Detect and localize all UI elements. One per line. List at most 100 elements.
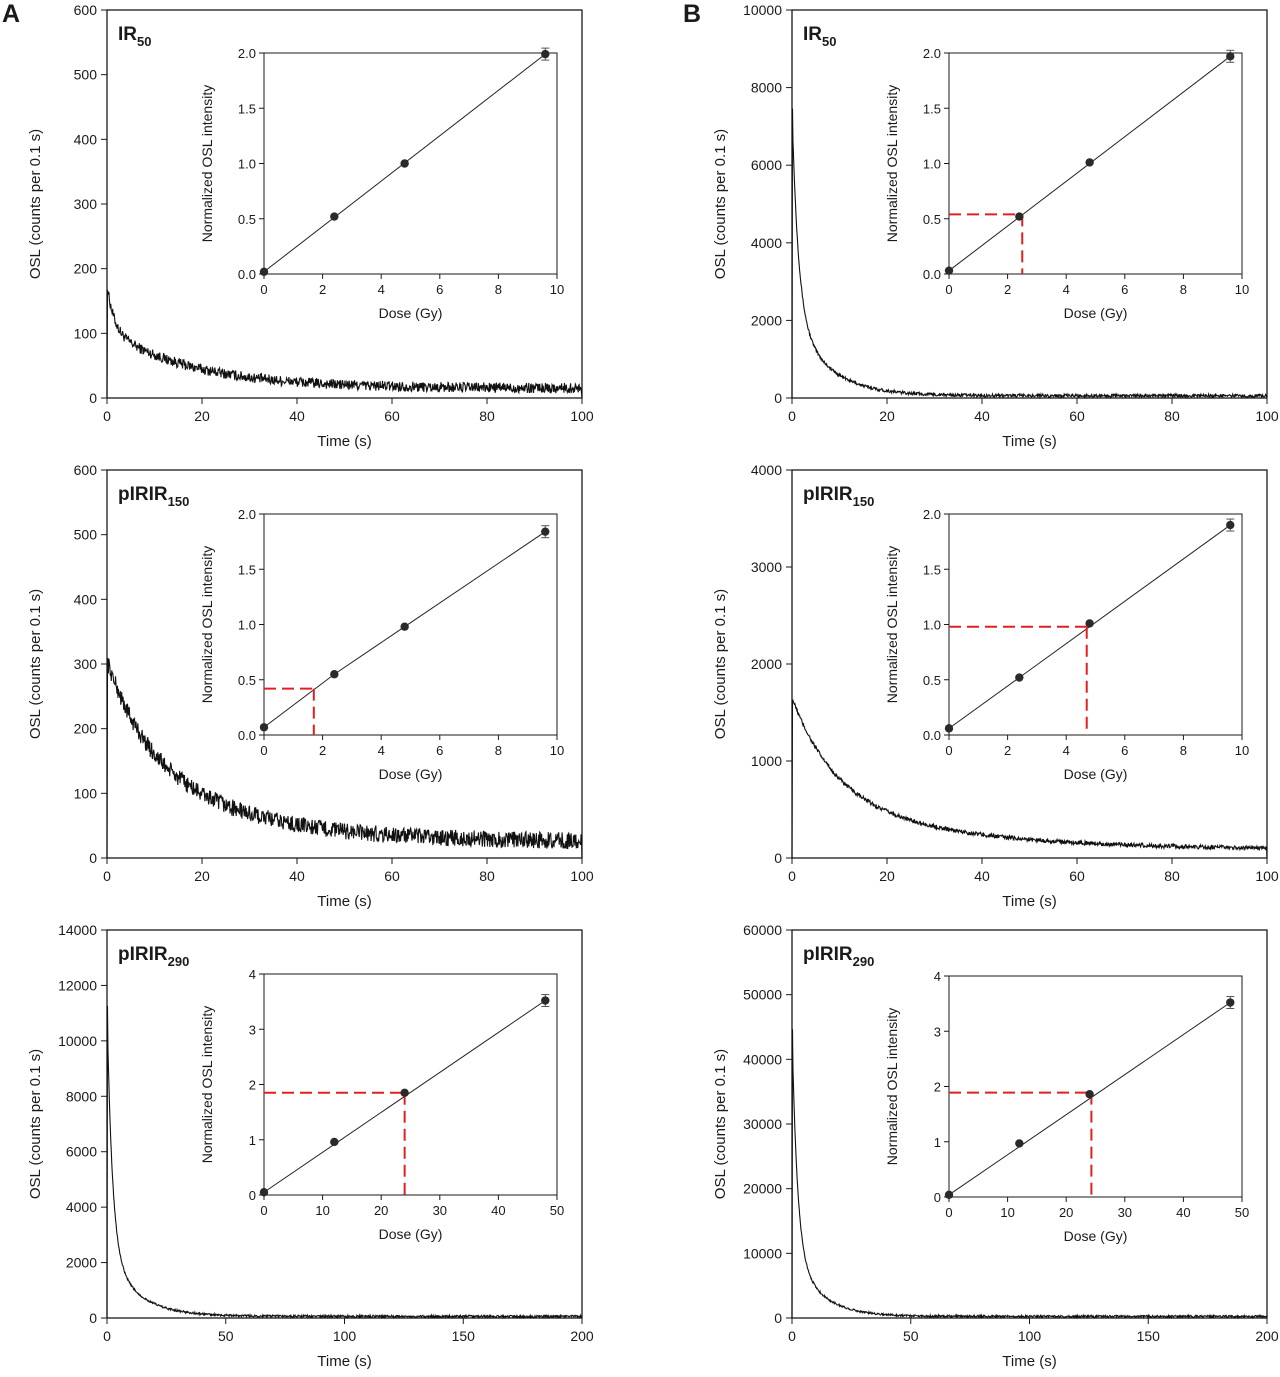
inset-y-axis-label: Normalized OSL intensity	[884, 85, 900, 242]
dose-response-inset: 0 2 4 6 8 10 0.0 0.5 1.0 1.5 2.0 Dose (Gy) Normalize…	[199, 46, 564, 328]
inset-x-tick-label: 2	[319, 282, 326, 297]
y-tick-label: 6000	[751, 157, 782, 173]
signal-title-subscript: 150	[853, 494, 875, 509]
inset-y-tick-label: 3	[934, 1024, 941, 1039]
x-tick-label: 60	[1069, 868, 1085, 884]
signal-title-subscript: 290	[853, 954, 875, 969]
y-tick-label: 1000	[751, 753, 782, 769]
y-tick-label: 0	[774, 850, 782, 866]
inset-y-tick-label: 1.5	[238, 562, 256, 577]
signal-title-main: pIRIR	[803, 484, 853, 505]
inset-y-tick-label: 1.5	[923, 562, 941, 577]
x-tick-label: 20	[879, 408, 895, 424]
y-tick-label: 50000	[743, 987, 782, 1003]
y-tick-label: 6000	[66, 1144, 97, 1160]
signal-title-main: pIRIR	[118, 944, 168, 965]
inset-y-axis-label: Normalized OSL intensity	[884, 1008, 900, 1165]
y-tick-label: 4000	[66, 1199, 97, 1215]
x-tick-label: 60	[384, 408, 400, 424]
inset-y-tick-label: 4	[249, 967, 256, 982]
y-axis-label: OSL (counts per 0.1 s)	[712, 129, 729, 279]
signal-title-main: pIRIR	[803, 944, 853, 965]
x-tick-label: 80	[479, 408, 495, 424]
data-point	[1015, 212, 1024, 221]
inset-x-tick-label: 2	[1004, 743, 1011, 758]
inset-x-tick-label: 2	[319, 743, 326, 758]
inset-y-tick-label: 0.0	[923, 728, 941, 743]
inset-x-tick-label: 2	[1004, 282, 1011, 297]
inset-background	[258, 508, 563, 789]
inset-x-tick-label: 8	[1180, 282, 1187, 297]
data-point	[541, 996, 550, 1005]
data-point	[944, 724, 954, 733]
data-point	[541, 49, 550, 59]
x-axis-label: Time (s)	[317, 1353, 371, 1370]
y-tick-label: 2000	[751, 656, 782, 672]
x-tick-label: 80	[1164, 868, 1180, 884]
inset-x-tick-label: 6	[436, 743, 443, 758]
y-tick-label: 40000	[743, 1051, 782, 1067]
signal-title-subscript: 290	[168, 954, 190, 969]
y-tick-label: 100	[74, 785, 98, 801]
data-point	[1226, 520, 1235, 530]
inset-y-tick-label: 0.0	[238, 267, 256, 282]
inset-y-tick-label: 1.0	[923, 157, 941, 172]
signal-title: pIRIR150	[803, 484, 874, 509]
x-axis-label: Time (s)	[1002, 433, 1056, 450]
x-tick-label: 0	[788, 408, 796, 424]
y-tick-label: 30000	[743, 1116, 782, 1132]
y-tick-label: 600	[74, 462, 98, 478]
inset-x-tick-label: 4	[378, 282, 385, 297]
inset-x-tick-label: 4	[378, 743, 385, 758]
x-tick-label: 100	[570, 408, 594, 424]
y-tick-label: 0	[89, 390, 97, 406]
signal-title: pIRIR290	[118, 944, 189, 969]
x-tick-label: 100	[1255, 408, 1279, 424]
inset-x-tick-label: 6	[1121, 282, 1128, 297]
inset-y-tick-label: 1.0	[238, 618, 256, 633]
y-tick-label: 2000	[66, 1255, 97, 1271]
decay-curve	[791, 699, 1268, 859]
y-tick-label: 10000	[743, 1245, 782, 1261]
inset-x-axis-label: Dose (Gy)	[379, 305, 443, 321]
data-point	[1085, 158, 1094, 167]
inset-x-tick-label: 0	[260, 282, 267, 297]
inset-x-tick-label: 8	[495, 743, 502, 758]
inset-y-axis-label: Normalized OSL intensity	[884, 546, 900, 703]
inset-x-tick-label: 20	[1059, 1205, 1073, 1220]
y-tick-label: 14000	[58, 922, 97, 938]
y-tick-label: 400	[74, 591, 98, 607]
x-tick-label: 100	[570, 868, 594, 884]
inset-y-tick-label: 0.5	[238, 673, 256, 688]
y-tick-label: 600	[74, 2, 98, 18]
inset-x-tick-label: 8	[495, 282, 502, 297]
inset-x-tick-label: 8	[1180, 743, 1187, 758]
x-tick-label: 100	[1255, 868, 1279, 884]
decay-curve	[106, 289, 583, 399]
data-point	[541, 527, 550, 536]
x-tick-label: 100	[333, 1328, 357, 1344]
signal-title-subscript: 150	[168, 494, 190, 509]
x-axis-label: Time (s)	[1002, 1353, 1056, 1370]
inset-y-tick-label: 1.5	[923, 101, 941, 116]
x-tick-label: 150	[452, 1328, 476, 1344]
inset-y-tick-label: 3	[249, 1022, 256, 1037]
y-tick-label: 3000	[751, 559, 782, 575]
y-tick-label: 500	[74, 527, 98, 543]
inset-y-axis-label: Normalized OSL intensity	[199, 85, 215, 242]
x-tick-label: 80	[1164, 408, 1180, 424]
x-tick-label: 150	[1137, 1328, 1161, 1344]
x-tick-label: 40	[289, 868, 305, 884]
decay-curve	[791, 1029, 1268, 1320]
y-tick-label: 200	[74, 261, 98, 277]
data-point	[259, 267, 269, 276]
inset-background	[943, 47, 1248, 328]
data-point	[330, 670, 339, 679]
x-tick-label: 0	[103, 1328, 111, 1344]
x-tick-label: 20	[194, 408, 210, 424]
inset-y-tick-label: 0.0	[923, 267, 941, 282]
y-axis-label: OSL (counts per 0.1 s)	[27, 589, 44, 739]
inset-y-tick-label: 0.0	[238, 728, 256, 743]
